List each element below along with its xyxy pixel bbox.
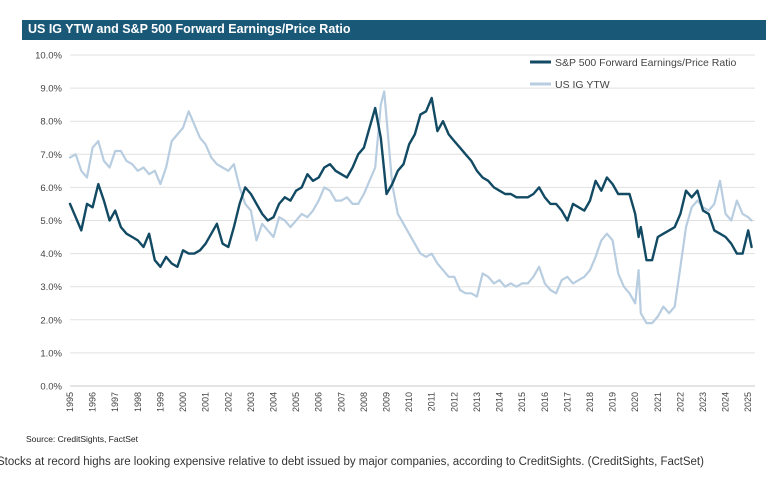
x-tick-label: 2008 [359,392,369,412]
x-tick-label: 1999 [155,392,165,412]
x-tick-label: 2024 [721,392,731,412]
caption: Stocks at record highs are looking expen… [0,456,704,468]
x-tick-label: 2015 [517,392,527,412]
y-axis: 0.0% 1.0% 2.0% 3.0% 4.0% 5.0% 6.0% 7.0% 8.0% 9.0%… [35,51,62,393]
y-tick-label: 3.0% [40,282,62,293]
x-tick-label: 2020 [630,392,640,412]
series-line-us-ig-ytw [68,90,753,325]
x-tick-label: 2012 [449,392,459,412]
x-tick-label: 2003 [246,392,256,412]
chart-title-bar: US IG YTW and S&P 500 Forward Earnings/P… [22,20,766,40]
x-tick-label: 2007 [336,392,346,412]
x-axis: 1995 1996 1997 1998 1999 2000 2001 2002 2003 2004… [65,392,753,412]
y-tick-label: 2.0% [40,315,62,326]
y-tick-label: 9.0% [40,84,62,95]
x-tick-label: 2013 [472,392,482,412]
x-tick-label: 2022 [675,392,685,412]
x-tick-label: 2016 [540,392,550,412]
y-tick-label: 7.0% [40,150,62,161]
x-tick-label: 2019 [608,392,618,412]
y-tick-label: 10.0% [35,51,62,62]
x-tick-label: 2011 [427,392,437,411]
source-note: Source: CreditSights, FactSet [26,434,138,444]
y-tick-label: 5.0% [40,216,62,227]
x-tick-label: 2021 [653,392,663,412]
grid [70,54,755,387]
x-tick-label: 2002 [223,392,233,412]
y-tick-label: 1.0% [40,348,62,359]
y-tick-label: 4.0% [40,249,62,260]
x-tick-label: 1997 [110,392,120,412]
x-tick-label: 2004 [268,392,278,412]
page-top [0,0,776,18]
x-tick-label: 1995 [65,392,75,412]
x-tick-label: 2009 [382,392,392,412]
x-tick-label: 1998 [133,392,143,412]
x-tick-label: 2006 [314,392,324,412]
x-tick-label: 2017 [562,392,572,412]
legend: S&P 500 Forward Earnings/Price Ratio US I… [530,57,736,91]
y-tick-label: 0.0% [40,382,62,393]
x-tick-label: 2010 [404,392,414,412]
chart-title: US IG YTW and S&P 500 Forward Earnings/P… [28,22,351,36]
x-tick-label: 2000 [178,392,188,412]
x-tick-label: 2025 [743,392,753,412]
legend-item-us-ig-ytw-label: US IG YTW [555,79,610,91]
x-tick-label: 2001 [201,392,211,412]
x-tick-label: 2023 [698,392,708,412]
y-tick-label: 8.0% [40,117,62,128]
series-line-sp500-earnings-yield [68,96,753,268]
x-tick-label: 2018 [585,392,595,412]
x-tick-label: 2014 [495,392,505,412]
legend-item-sp500-label: S&P 500 Forward Earnings/Price Ratio [555,57,736,69]
x-tick-label: 2005 [291,392,301,412]
y-tick-label: 6.0% [40,183,62,194]
x-tick-label: 1996 [88,392,98,412]
series-group [68,90,753,325]
